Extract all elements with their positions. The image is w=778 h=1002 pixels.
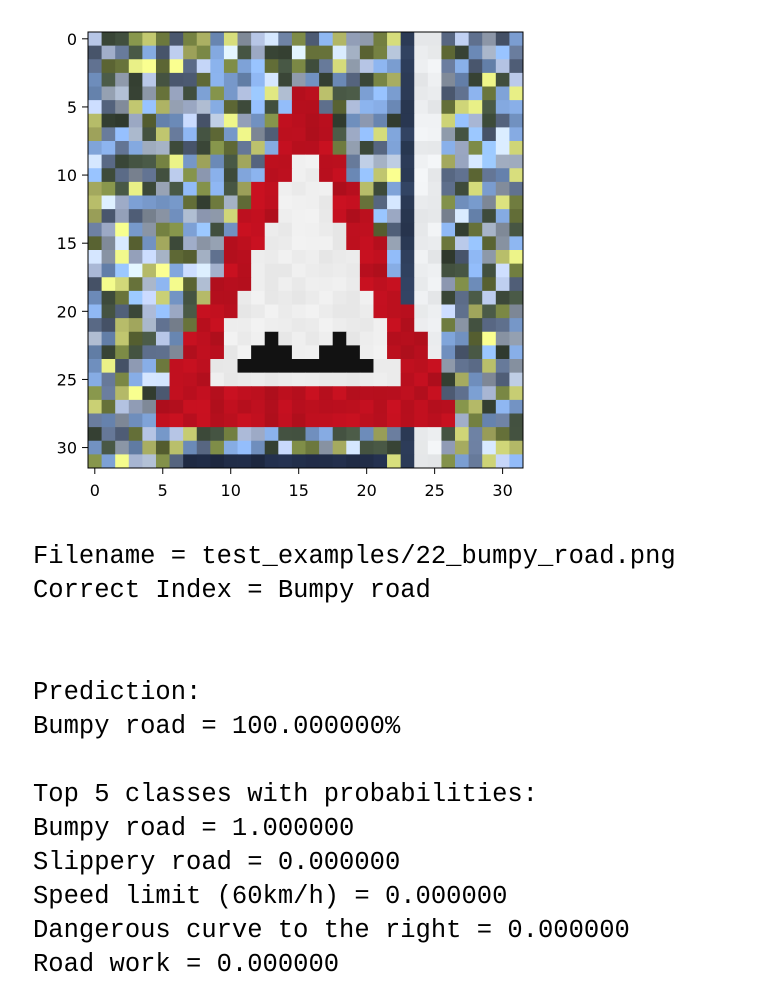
top5-line: Speed limit (60km/h) = 0.000000 — [33, 882, 508, 911]
x-tick-label: 25 — [424, 481, 444, 500]
image-plot: 0 5 10 15 20 25 30 0 5 10 15 20 25 30 — [57, 30, 524, 500]
x-axis-ticks: 0 5 10 15 20 25 30 — [90, 468, 513, 500]
y-tick-label: 15 — [57, 234, 77, 253]
top5-line: Dangerous curve to the right = 0.000000 — [33, 916, 630, 945]
prediction-line: Bumpy road = 100.000000% — [33, 712, 401, 741]
top5-line: Slippery road = 0.000000 — [33, 848, 401, 877]
y-axis-ticks: 0 5 10 15 20 25 30 — [57, 30, 88, 458]
y-tick-label: 25 — [57, 370, 77, 389]
prediction-header: Prediction: — [33, 678, 202, 707]
y-tick-label: 10 — [57, 166, 77, 185]
pixel-image — [88, 32, 524, 469]
console-output: Filename = test_examples/22_bumpy_road.p… — [33, 540, 676, 982]
plot-frame — [87, 31, 524, 469]
x-tick-label: 30 — [492, 481, 512, 500]
y-tick-label: 5 — [67, 98, 77, 117]
y-tick-label: 0 — [67, 30, 77, 49]
top5-header: Top 5 classes with probabilities: — [33, 780, 538, 809]
y-tick-label: 30 — [57, 439, 77, 458]
filename-line: Filename = test_examples/22_bumpy_road.p… — [33, 542, 676, 571]
x-tick-label: 20 — [356, 481, 376, 500]
x-tick-label: 15 — [289, 481, 309, 500]
top5-line: Road work = 0.000000 — [33, 950, 340, 979]
top5-line: Bumpy road = 1.000000 — [33, 814, 355, 843]
y-tick-label: 20 — [57, 302, 77, 321]
correct-index-line: Correct Index = Bumpy road — [33, 576, 431, 605]
x-tick-label: 0 — [90, 481, 100, 500]
x-tick-label: 10 — [221, 481, 241, 500]
x-tick-label: 5 — [158, 481, 168, 500]
